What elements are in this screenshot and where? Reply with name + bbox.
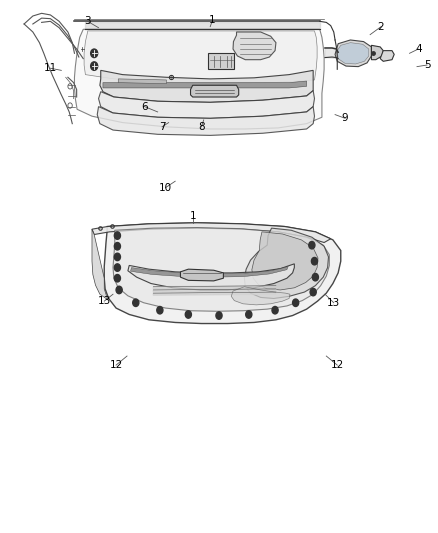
- Polygon shape: [128, 264, 294, 290]
- Circle shape: [91, 62, 98, 70]
- Polygon shape: [153, 292, 276, 295]
- Polygon shape: [208, 53, 234, 69]
- Polygon shape: [100, 70, 313, 102]
- Polygon shape: [104, 223, 341, 324]
- Circle shape: [216, 312, 222, 319]
- Polygon shape: [380, 51, 394, 61]
- Text: 3: 3: [84, 17, 91, 26]
- Circle shape: [116, 286, 122, 294]
- Polygon shape: [99, 91, 314, 118]
- Polygon shape: [103, 81, 307, 88]
- Circle shape: [246, 311, 252, 318]
- Polygon shape: [92, 223, 331, 243]
- Circle shape: [114, 253, 120, 261]
- Text: 11: 11: [44, 63, 57, 73]
- Polygon shape: [233, 32, 276, 60]
- Circle shape: [272, 306, 278, 314]
- Polygon shape: [335, 40, 371, 67]
- Circle shape: [114, 243, 120, 250]
- Circle shape: [312, 273, 318, 281]
- Polygon shape: [92, 229, 107, 298]
- Circle shape: [309, 241, 315, 249]
- Text: 12: 12: [110, 360, 123, 370]
- Polygon shape: [118, 79, 166, 84]
- Text: 2: 2: [378, 22, 385, 31]
- Circle shape: [185, 311, 191, 318]
- Text: 12: 12: [331, 360, 344, 370]
- Polygon shape: [231, 287, 290, 305]
- Text: 9: 9: [342, 114, 349, 123]
- Text: 8: 8: [198, 122, 205, 132]
- Polygon shape: [371, 45, 383, 60]
- Circle shape: [114, 232, 120, 239]
- Text: 1: 1: [189, 212, 196, 221]
- Polygon shape: [131, 266, 288, 277]
- Text: 1: 1: [209, 15, 216, 25]
- Circle shape: [310, 288, 316, 296]
- Polygon shape: [191, 85, 239, 97]
- Polygon shape: [153, 289, 276, 292]
- Text: 7: 7: [159, 122, 166, 132]
- Circle shape: [311, 257, 318, 265]
- Polygon shape: [153, 286, 276, 289]
- Text: 4: 4: [415, 44, 422, 54]
- Text: 6: 6: [141, 102, 148, 111]
- Polygon shape: [337, 43, 369, 64]
- Text: 10: 10: [159, 183, 172, 192]
- Polygon shape: [325, 48, 338, 59]
- Polygon shape: [113, 228, 329, 311]
- Circle shape: [157, 306, 163, 314]
- Polygon shape: [84, 31, 317, 84]
- Text: 13: 13: [327, 298, 340, 308]
- Text: 5: 5: [424, 60, 431, 70]
- Polygon shape: [85, 22, 320, 29]
- Polygon shape: [252, 232, 318, 290]
- Polygon shape: [74, 29, 324, 129]
- Circle shape: [133, 299, 139, 306]
- Circle shape: [114, 274, 120, 282]
- Circle shape: [114, 264, 120, 271]
- Text: 13: 13: [98, 296, 111, 306]
- Polygon shape: [180, 269, 223, 281]
- Circle shape: [91, 49, 98, 58]
- Circle shape: [293, 299, 299, 306]
- Polygon shape: [97, 107, 314, 135]
- Polygon shape: [244, 228, 328, 298]
